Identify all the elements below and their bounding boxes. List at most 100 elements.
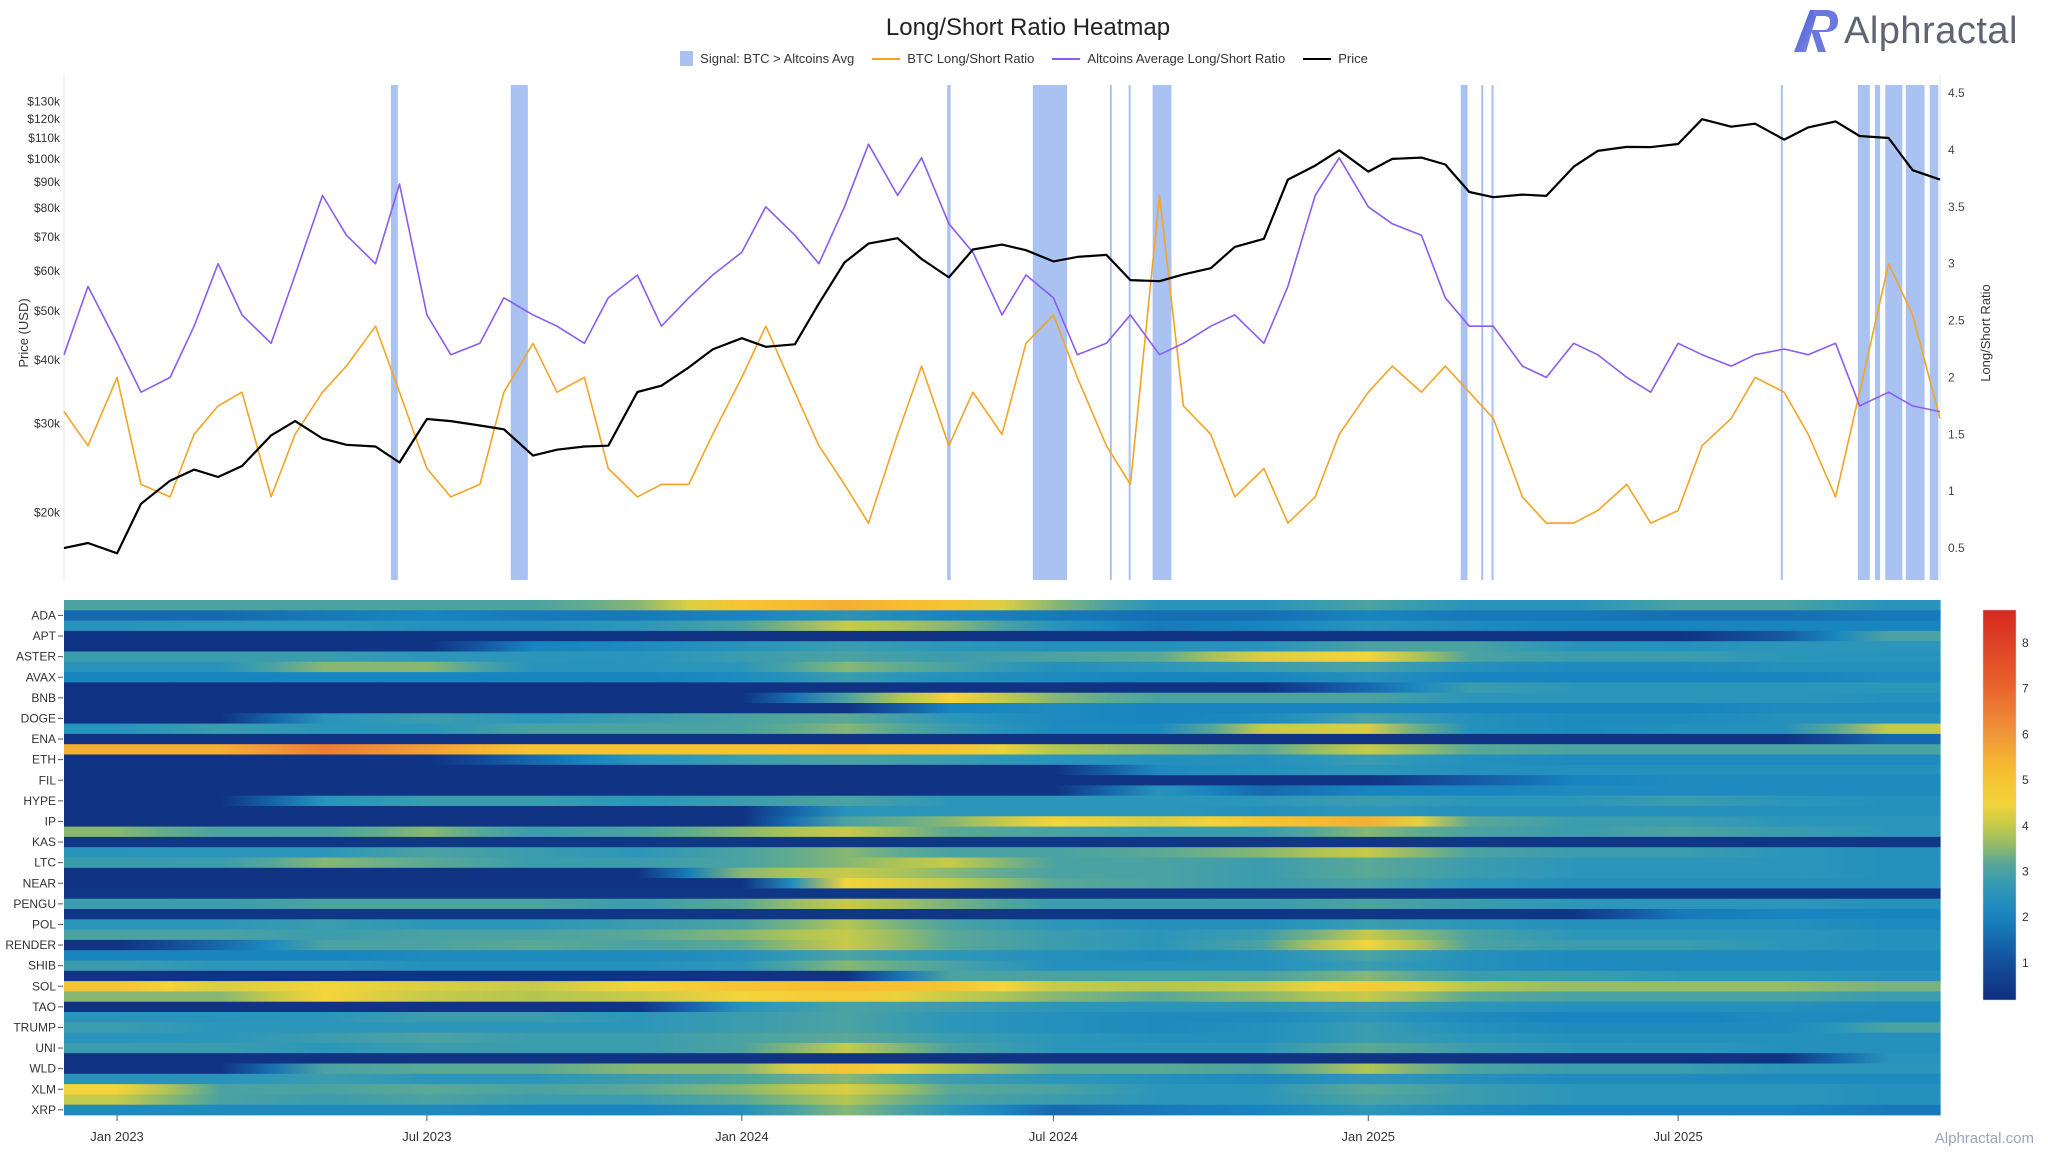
series-line-altcoins-average-long-short-ratio	[63, 143, 1941, 413]
heatmap-cell	[1314, 919, 1420, 930]
heatmap-cell	[1731, 826, 1837, 838]
heatmap-cell	[689, 1032, 795, 1044]
heatmap-cell	[1418, 723, 1524, 735]
price-tick-label: $110k	[28, 131, 61, 145]
heatmap-cell	[168, 878, 274, 889]
heatmap-cell	[1210, 939, 1316, 951]
heatmap-cell	[480, 1104, 586, 1116]
heatmap-cell	[1835, 641, 1941, 652]
heatmap-cell	[272, 1084, 378, 1095]
heatmap-cell	[1418, 1094, 1524, 1106]
colorbar-tick-label: 3	[2022, 865, 2029, 879]
heatmap-cell	[272, 1042, 378, 1054]
legend-label: Signal: BTC > Altcoins Avg	[700, 51, 855, 66]
heatmap-cell	[1523, 1022, 1628, 1033]
heatmap-cell	[1106, 960, 1212, 972]
heatmap-cell	[272, 1001, 378, 1013]
legend-item-signal[interactable]: Signal: BTC > Altcoins Avg	[680, 51, 854, 66]
legend-item-altcoins[interactable]: Altcoins Average Long/Short Ratio	[1052, 51, 1285, 66]
heatmap-cell	[585, 1084, 690, 1095]
heatmap-cell	[480, 826, 586, 838]
heatmap-cell	[1523, 692, 1628, 704]
heatmap-cell	[376, 651, 482, 663]
heatmap-cell	[897, 1053, 1003, 1064]
heatmap-cell	[376, 795, 482, 807]
heatmap-cell	[689, 1073, 795, 1085]
heatmap-cell	[1002, 692, 1107, 704]
heatmap-cell	[480, 970, 586, 982]
heatmap-cell	[1314, 723, 1420, 735]
heatmap-row-label: IP	[45, 814, 56, 828]
heatmap-cell	[1418, 939, 1524, 951]
heatmap-cell	[1002, 898, 1107, 910]
heatmap-cell	[1210, 744, 1316, 755]
heatmap-cell	[480, 600, 586, 611]
heatmap-cell	[168, 651, 274, 663]
heatmap-cell	[897, 826, 1003, 838]
heatmap-cell	[1314, 1053, 1420, 1064]
heatmap-cell	[168, 816, 274, 827]
heatmap-cell	[376, 620, 482, 632]
heatmap-cell	[272, 785, 378, 797]
heatmap-cell	[793, 867, 899, 879]
heatmap-cell	[1002, 713, 1107, 724]
heatmap-cell	[168, 641, 274, 652]
heatmap-cell	[1002, 703, 1107, 714]
heatmap-cell	[1314, 610, 1420, 621]
heatmap-cell	[1106, 682, 1212, 694]
heatmap-cell	[1731, 939, 1837, 951]
heatmap-cell	[168, 1084, 274, 1095]
heatmap-cell	[480, 661, 586, 673]
heatmap-cell	[1002, 970, 1107, 982]
heatmap-cell	[480, 806, 586, 817]
heatmap-cell	[1002, 950, 1107, 961]
heatmap-cell	[1835, 1001, 1941, 1013]
heatmap-cell	[1210, 641, 1316, 652]
heatmap-cell	[272, 610, 378, 621]
heatmap-cell	[897, 651, 1003, 663]
heatmap-cell	[1835, 888, 1941, 900]
heatmap-cell	[1731, 1042, 1837, 1054]
heatmap-cell	[64, 898, 169, 910]
heatmap-cell	[897, 641, 1003, 652]
heatmap-cell	[793, 1053, 899, 1064]
heatmap-cell	[585, 661, 690, 673]
heatmap-cell	[1523, 919, 1628, 930]
legend: Signal: BTC > Altcoins Avg BTC Long/Shor…	[0, 51, 2048, 66]
heatmap-cell	[168, 600, 274, 611]
heatmap-cell	[376, 888, 482, 900]
heatmap-cell	[793, 610, 899, 621]
heatmap-cell	[1731, 764, 1837, 776]
heatmap-cell	[376, 713, 482, 724]
heatmap-cell	[689, 826, 795, 838]
heatmap-cell	[1210, 836, 1316, 848]
heatmap-cell	[1002, 878, 1107, 889]
heatmap-cell	[168, 1063, 274, 1075]
heatmap-cell	[272, 1022, 378, 1033]
heatmap-cell	[64, 682, 169, 694]
heatmap-cell	[376, 1001, 482, 1013]
heatmap-cell	[793, 981, 899, 992]
heatmap-cell	[376, 692, 482, 704]
heatmap-cell	[1418, 1032, 1524, 1044]
heatmap-cell	[585, 836, 690, 848]
legend-item-price[interactable]: Price	[1303, 51, 1368, 66]
heatmap-cell	[1314, 939, 1420, 951]
heatmap-cell	[1835, 775, 1941, 786]
heatmap-cell	[1106, 836, 1212, 848]
heatmap-cell	[1835, 651, 1941, 663]
signal-band	[1152, 85, 1172, 580]
heatmap-cell	[376, 1073, 482, 1085]
heatmap-cell	[585, 713, 690, 724]
heatmap-cell	[1210, 713, 1316, 724]
heatmap-cell	[376, 867, 482, 879]
legend-item-btc[interactable]: BTC Long/Short Ratio	[872, 51, 1034, 66]
heatmap-row-label: FIL	[39, 773, 57, 787]
heatmap-cell	[376, 754, 482, 766]
heatmap-cell	[64, 836, 169, 848]
heatmap-cell	[793, 1063, 899, 1075]
heatmap-cell	[168, 1001, 274, 1013]
heatmap-cell	[376, 610, 482, 621]
heatmap-cell	[1002, 1032, 1107, 1044]
heatmap-cell	[897, 600, 1003, 611]
